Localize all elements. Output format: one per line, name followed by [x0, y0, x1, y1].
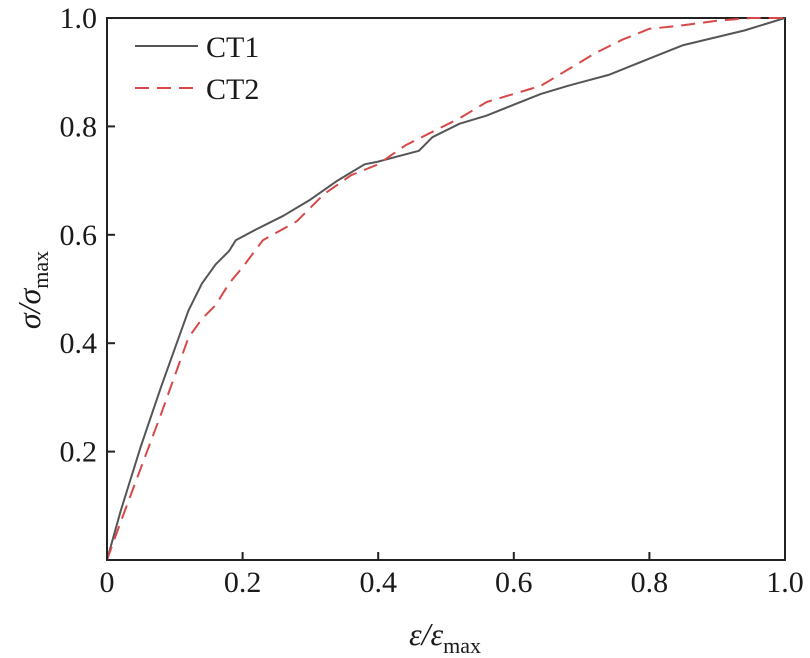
x-tick-label: 1.0	[766, 566, 804, 599]
series-line-ct1	[106, 17, 786, 561]
y-tick-label: 0.2	[60, 436, 98, 469]
legend-label-ct1: CT1	[206, 31, 259, 64]
x-axis-label-base: ε/ε	[409, 616, 444, 652]
x-tick-label: 0	[100, 566, 115, 599]
y-axis-label-sub: max	[28, 251, 53, 289]
y-tick-label: 1.0	[60, 2, 98, 35]
x-tick-label: 0.6	[495, 566, 533, 599]
legend: CT1 CT2	[135, 31, 259, 106]
y-axis-label: σ/σmax	[11, 251, 53, 329]
tick-layer: 0 0.2 0.4 0.6 0.8 1.0 0.2 0.4 0.6 0.8 1.0	[60, 2, 804, 599]
x-axis-label: ε/εmax	[409, 616, 481, 658]
x-tick-label: 0.2	[224, 566, 262, 599]
legend-label-ct2: CT2	[206, 73, 259, 106]
y-tick-label: 0.6	[60, 219, 98, 252]
x-tick-label: 0.4	[359, 566, 397, 599]
series-layer	[106, 17, 786, 561]
x-axis-label-sub: max	[443, 633, 481, 658]
y-axis-label-base: σ/σ	[11, 288, 47, 330]
plot-frame	[106, 17, 786, 561]
x-tick-label: 0.8	[631, 566, 669, 599]
y-tick-label: 0.8	[60, 110, 98, 143]
y-tick-label: 0.4	[60, 327, 98, 360]
series-line-ct2	[106, 17, 785, 561]
plot-area	[106, 17, 786, 561]
